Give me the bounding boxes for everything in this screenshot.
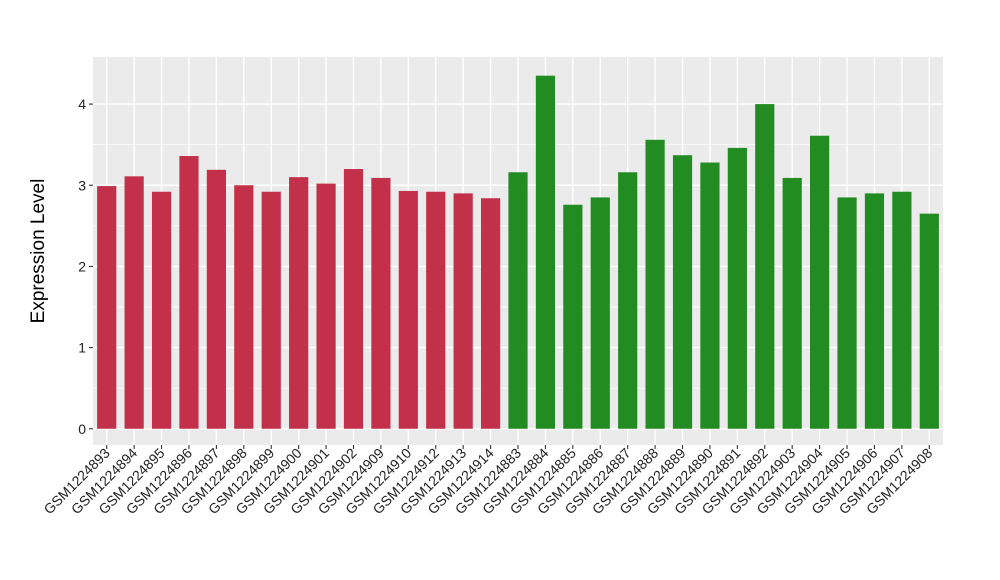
bar-GSM1224910 <box>398 190 418 429</box>
bar-GSM1224909 <box>371 177 391 429</box>
bar-GSM1224892 <box>755 104 775 429</box>
bar-GSM1224900 <box>289 177 309 429</box>
bar-GSM1224912 <box>426 191 446 429</box>
bar-GSM1224884 <box>535 75 556 429</box>
bar-GSM1224907 <box>892 191 912 429</box>
bars <box>97 75 939 429</box>
bar-GSM1224891 <box>727 147 747 429</box>
x-axis: GSM1224893GSM1224894GSM1224895GSM1224896… <box>40 445 935 518</box>
y-axis: 0 1 2 3 4 <box>78 96 93 437</box>
bar-GSM1224906 <box>864 193 885 429</box>
y-tick-label: 2 <box>78 258 86 274</box>
y-tick-label: 3 <box>78 177 86 193</box>
bar-GSM1224908 <box>919 213 939 429</box>
y-tick-label: 0 <box>78 421 86 437</box>
bar-GSM1224885 <box>563 204 583 429</box>
bar-GSM1224887 <box>618 172 638 429</box>
bar-GSM1224914 <box>480 198 501 429</box>
bar-GSM1224897 <box>206 169 226 429</box>
bar-GSM1224893 <box>97 186 117 429</box>
bar-GSM1224903 <box>782 177 802 429</box>
bar-GSM1224904 <box>810 135 830 429</box>
bar-GSM1224895 <box>151 191 172 429</box>
y-tick-label: 4 <box>78 96 86 112</box>
bar-GSM1224894 <box>124 176 144 429</box>
bar-GSM1224913 <box>453 193 473 429</box>
bar-GSM1224890 <box>700 162 720 429</box>
bar-GSM1224896 <box>179 156 199 429</box>
bar-GSM1224905 <box>837 197 857 429</box>
y-tick-label: 1 <box>78 340 86 356</box>
bar-GSM1224902 <box>343 169 364 429</box>
bar-GSM1224888 <box>645 139 665 429</box>
bar-GSM1224886 <box>590 197 610 429</box>
bar-GSM1224883 <box>508 172 528 429</box>
bar-GSM1224901 <box>316 183 336 429</box>
y-axis-title: Expression Level <box>28 179 49 324</box>
bar-GSM1224899 <box>261 191 281 429</box>
bar-GSM1224898 <box>234 185 254 429</box>
bar-GSM1224889 <box>672 155 693 429</box>
